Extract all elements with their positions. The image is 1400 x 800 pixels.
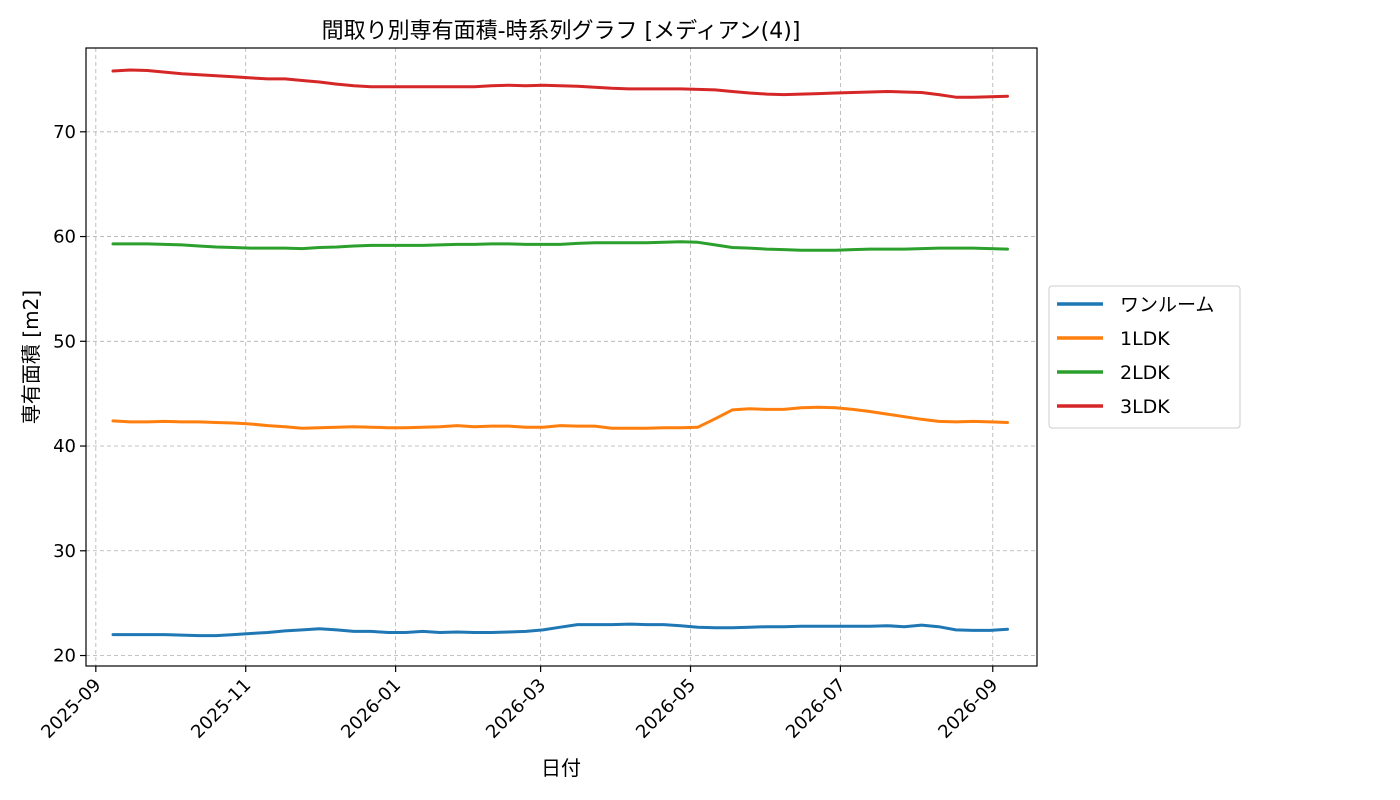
- y-tick-label: 40: [53, 436, 76, 457]
- y-tick-label: 30: [53, 541, 76, 562]
- y-axis: 20 30 40 50 60 70: [53, 122, 86, 667]
- legend: ワンルーム 1LDK 2LDK 3LDK: [1048, 285, 1241, 429]
- chart-title: 間取り別専有面積-時系列グラフ [メディアン(4)]: [322, 19, 801, 44]
- grid-lines: [86, 48, 1037, 666]
- series-line: [111, 240, 1009, 252]
- y-tick-label: 60: [53, 227, 76, 248]
- legend-frame: [1048, 285, 1241, 429]
- legend-label: 1LDK: [1120, 328, 1170, 350]
- legend-label: ワンルーム: [1120, 294, 1214, 316]
- plot-area-frame: [85, 47, 1038, 667]
- legend-label: 2LDK: [1120, 362, 1170, 384]
- y-tick-label: 20: [53, 646, 76, 667]
- series-line: [111, 405, 1009, 430]
- y-axis-title: 専有面積 [m2]: [19, 290, 43, 424]
- series-line: [111, 68, 1009, 99]
- y-tick-label: 70: [53, 122, 76, 143]
- x-axis-title: 日付: [541, 756, 581, 780]
- series-lines: [111, 68, 1009, 638]
- legend-label: 3LDK: [1120, 396, 1170, 418]
- y-tick-label: 50: [53, 331, 76, 352]
- series-line: [111, 622, 1009, 638]
